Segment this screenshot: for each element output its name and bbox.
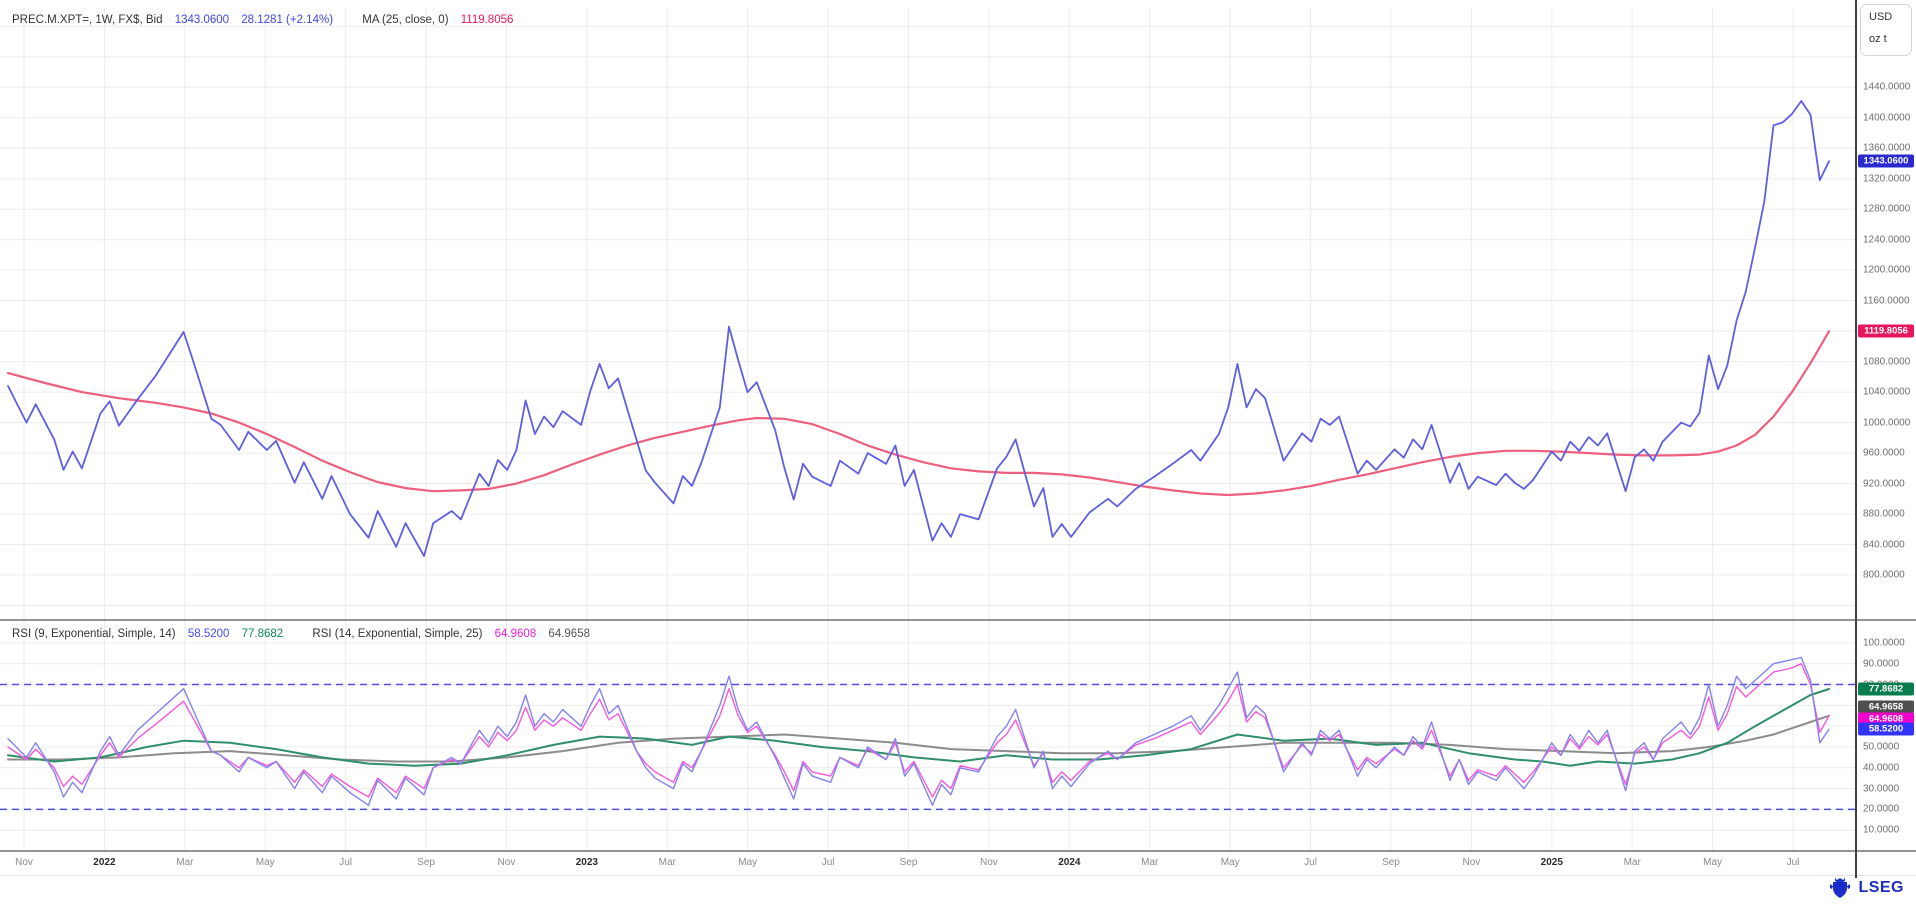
- time-axis-month-label: Sep: [417, 857, 435, 868]
- price-tick-label: 960.0000: [1863, 447, 1905, 459]
- rsi-tick-label: 100.0000: [1863, 637, 1905, 649]
- price-tick-label: 1280.0000: [1863, 203, 1911, 215]
- price-value-badge: 1343.0600: [1858, 154, 1914, 168]
- time-axis-month-label: May: [1220, 857, 1240, 868]
- price-change-value: 28.1281 (+2.14%): [241, 14, 334, 26]
- ma-value: 1119.8056: [460, 14, 514, 26]
- time-axis-month-label: May: [738, 857, 758, 868]
- rsi-tick-label: 40.0000: [1863, 762, 1900, 774]
- time-axis-month-label: Mar: [1623, 857, 1641, 868]
- rsi-legend: RSI (9, Exponential, Simple, 14) 58.5200…: [12, 628, 599, 640]
- time-axis-month-label: Mar: [658, 857, 676, 868]
- time-axis-month-label: Nov: [980, 857, 998, 868]
- rsi14-smooth-value: 64.9658: [548, 628, 590, 640]
- time-axis-month-label: Jul: [339, 857, 353, 868]
- ma-label: MA (25, close, 0): [362, 14, 449, 26]
- axis-unit-box: USD oz t: [1860, 4, 1912, 56]
- price-tick-label: 1160.0000: [1863, 295, 1910, 307]
- rsi-tick-label: 30.0000: [1863, 783, 1900, 795]
- time-axis-month-label: Nov: [15, 857, 33, 868]
- price-tick-label: 1320.0000: [1863, 173, 1911, 185]
- last-price-value: 1343.0600: [174, 14, 230, 26]
- price-tick-label: 1400.0000: [1863, 112, 1911, 124]
- axis-measure-label: oz t: [1869, 33, 1887, 45]
- time-axis-month-label: Sep: [899, 857, 918, 868]
- time-axis-month-label: May: [255, 857, 275, 868]
- rsi-pane[interactable]: [0, 621, 1856, 851]
- price-legend: PREC.M.XPT=, 1W, FX$, Bid 1343.0600 28.1…: [12, 14, 522, 26]
- time-axis-year-label: 2022: [93, 857, 116, 868]
- time-axis-year-label: 2024: [1058, 857, 1081, 868]
- rsi9-smooth-value: 77.8682: [241, 628, 284, 640]
- time-axis-month-label: Jul: [1786, 857, 1800, 868]
- time-axis-month-label: Nov: [1462, 857, 1481, 868]
- rsi-value-badge: 77.8682: [1858, 682, 1914, 696]
- instrument-label: PREC.M.XPT=, 1W, FX$, Bid: [12, 14, 163, 26]
- rsi-tick-label: 90.0000: [1863, 658, 1900, 670]
- time-axis-month-label: Jul: [821, 857, 835, 868]
- time-axis-month-label: Mar: [1141, 857, 1159, 868]
- rsi9-label: RSI (9, Exponential, Simple, 14): [12, 628, 176, 640]
- rsi-value-badge: 58.5200: [1858, 722, 1914, 736]
- rsi9-value: 58.5200: [187, 628, 230, 640]
- price-value-badge: 1119.8056: [1858, 324, 1914, 338]
- rsi-value-badge: 64.9608: [1858, 712, 1914, 726]
- time-axis-month-label: Sep: [1382, 857, 1400, 868]
- time-axis-month-label: Mar: [176, 857, 194, 868]
- price-tick-label: 1080.0000: [1863, 356, 1911, 368]
- rsi-tick-label: 10.0000: [1863, 824, 1900, 836]
- rsi-tick-label: 50.0000: [1863, 741, 1900, 753]
- time-axis-month-label: May: [1703, 857, 1723, 868]
- lseg-logo-text: LSEG: [1858, 879, 1904, 896]
- price-tick-label: 920.0000: [1863, 478, 1905, 490]
- price-tick-label: 1000.0000: [1863, 417, 1911, 429]
- time-axis-month-label: Jul: [1304, 857, 1317, 868]
- rsi-value-badge: 64.9658: [1858, 700, 1914, 714]
- axis-currency-label: USD: [1869, 11, 1893, 23]
- price-pane[interactable]: [0, 8, 1856, 620]
- lseg-logo: LSEG: [1828, 876, 1904, 900]
- price-tick-label: 880.0000: [1863, 508, 1905, 520]
- rsi14-label: RSI (14, Exponential, Simple, 25): [312, 628, 483, 640]
- time-axis-year-label: 2025: [1540, 857, 1563, 868]
- price-tick-label: 1240.0000: [1863, 234, 1911, 246]
- price-tick-label: 1040.0000: [1863, 386, 1911, 398]
- price-tick-label: 1440.0000: [1863, 81, 1911, 93]
- rsi-tick-label: 20.0000: [1863, 803, 1900, 815]
- price-tick-label: 1200.0000: [1863, 264, 1911, 276]
- price-tick-label: 840.0000: [1863, 539, 1905, 551]
- time-axis-month-label: Nov: [497, 857, 516, 868]
- rsi14-value: 64.9608: [494, 628, 537, 640]
- price-tick-label: 800.0000: [1863, 569, 1905, 581]
- time-axis-year-label: 2023: [575, 857, 598, 868]
- price-tick-label: 1360.0000: [1863, 142, 1911, 154]
- lseg-crest-icon: [1830, 878, 1851, 898]
